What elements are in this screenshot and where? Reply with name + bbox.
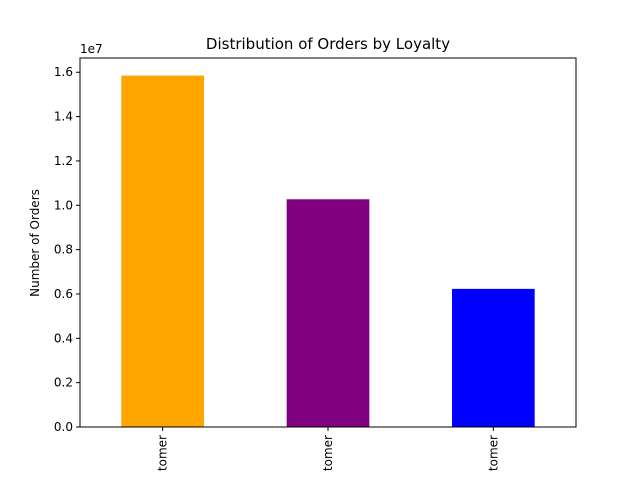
x-tick-label-3: tomer [486,435,500,471]
bar-1 [121,75,204,427]
y-ticks-group: 0.0 0.2 0.4 0.6 0.8 1.0 1.2 1.4 1.6 [54,65,80,434]
bars-group [121,75,535,427]
x-ticks-group: tomer tomer tomer [156,427,500,471]
y-tick-label-0: 0.0 [54,420,73,434]
x-tick-label-2: tomer [321,435,335,471]
y-tick-label-2: 0.4 [54,331,73,345]
chart-title: Distribution of Orders by Loyalty [206,35,450,53]
y-tick-label-7: 1.4 [54,110,73,124]
y-tick-label-5: 1.0 [54,198,73,212]
y-tick-label-4: 0.8 [54,243,73,257]
bar-2 [286,199,370,427]
bar-3 [452,288,535,427]
y-tick-label-3: 0.6 [54,287,73,301]
x-tick-label-1: tomer [156,435,170,471]
y-tick-label-1: 0.2 [54,376,73,390]
y-tick-label-8: 1.6 [54,65,73,79]
plot-frame [79,57,577,428]
y-axis-label: Number of Orders [28,189,42,297]
y-tick-label-6: 1.2 [54,154,73,168]
y-axis-scale-label: 1e7 [80,42,103,56]
